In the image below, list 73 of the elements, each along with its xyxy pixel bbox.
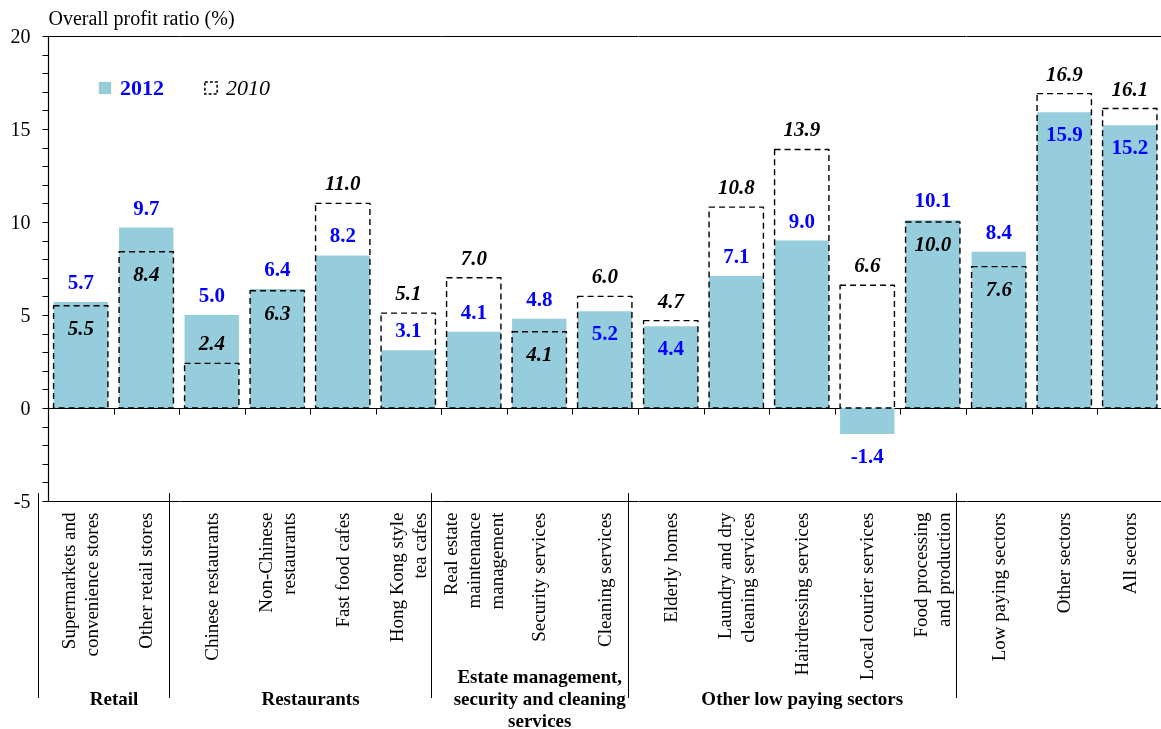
y-tick-label: 5 [20, 303, 31, 326]
data-label: 2.4 [197, 331, 225, 356]
bar [577, 311, 632, 408]
data-label: 10.1 [914, 188, 952, 213]
data-label: 15.2 [1111, 135, 1149, 160]
data-label: 5.5 [67, 315, 94, 340]
data-label: -1.4 [850, 444, 885, 469]
data-label: 8.4 [133, 261, 160, 286]
data-label: 9.0 [788, 208, 815, 233]
data-label: 6.3 [264, 300, 291, 325]
bar [709, 275, 764, 408]
data-label: 6.6 [854, 253, 881, 278]
x-tick-label: Chinese restaurants [200, 512, 222, 661]
y-tick-label: 20 [10, 24, 31, 47]
x-axis-title: Estate management, security and cleaning services [453, 665, 627, 729]
bar [840, 408, 895, 435]
y-tick-label: 15 [10, 117, 31, 140]
data-label: 15.9 [1045, 122, 1083, 147]
data-label: 3.1 [395, 318, 422, 343]
x-axis-title: Restaurants [261, 687, 360, 709]
x-tick-label: Elderly homes [659, 512, 681, 623]
data-label: 5.2 [591, 321, 618, 346]
data-label: 4.1 [460, 299, 487, 324]
data-label: 6.0 [591, 264, 619, 289]
data-label: 4.4 [657, 336, 685, 361]
x-tick-label: Security services [528, 512, 550, 642]
bar [774, 240, 829, 408]
x-tick-label: Cleaning services [593, 512, 615, 648]
legend-label: 2010 [226, 75, 270, 100]
data-label: 11.0 [324, 171, 362, 196]
data-label: 10.8 [717, 175, 756, 200]
data-label: 6.4 [264, 256, 291, 281]
data-label: 16.1 [1111, 76, 1149, 101]
x-axis-title: Retail [89, 687, 139, 709]
y-axis-title: Overall profit ratio (%) [48, 6, 235, 30]
x-tick-label: Fast food cafes [331, 512, 353, 628]
x-tick-label: All sectors [1118, 512, 1140, 595]
data-label: 13.9 [783, 117, 821, 142]
data-label: 4.8 [526, 286, 553, 311]
x-tick-label: Supermarkets and convenience stores [58, 512, 103, 657]
x-axis-title: Other low paying sectors [701, 687, 904, 709]
data-label: 7.1 [723, 243, 750, 268]
data-label: 10.0 [914, 232, 952, 256]
x-tick-label: Other sectors [1053, 512, 1075, 614]
data-label: 7.0 [460, 245, 488, 270]
data-label: 5.0 [198, 283, 225, 307]
bar [446, 331, 501, 408]
x-tick-label: Non-Chinese restaurants [254, 512, 299, 613]
data-label: 8.2 [329, 223, 356, 248]
data-label: 7.6 [985, 276, 1013, 301]
data-label: 5.7 [67, 269, 94, 294]
x-tick-label: Hong Kong style tea cafes [385, 512, 430, 643]
data-label: 4.1 [525, 341, 553, 366]
bar [315, 255, 370, 408]
y-tick-label: 0 [20, 396, 31, 419]
x-tick-label: Low paying sectors [987, 512, 1009, 662]
data-label: 9.7 [133, 195, 160, 220]
y-tick-label: 10 [10, 210, 31, 233]
x-tick-label: Other retail stores [135, 512, 157, 649]
x-tick-label: Hairdressing services [790, 512, 812, 676]
bar [119, 227, 174, 408]
legend-label: 2012 [120, 75, 164, 100]
x-tick-label: Local courier services [856, 512, 878, 681]
data-label: 16.9 [1045, 61, 1084, 86]
bar [381, 350, 436, 408]
bar [184, 315, 239, 408]
data-label: 8.4 [985, 219, 1013, 244]
data-label: 4.7 [656, 288, 686, 313]
bar [512, 318, 567, 408]
x-tick-label: Laundry and dry cleaning services [713, 512, 758, 643]
y-tick-label: -5 [13, 489, 31, 512]
data-label: 5.1 [395, 281, 422, 306]
x-tick-label: Food processing and production [910, 512, 955, 638]
